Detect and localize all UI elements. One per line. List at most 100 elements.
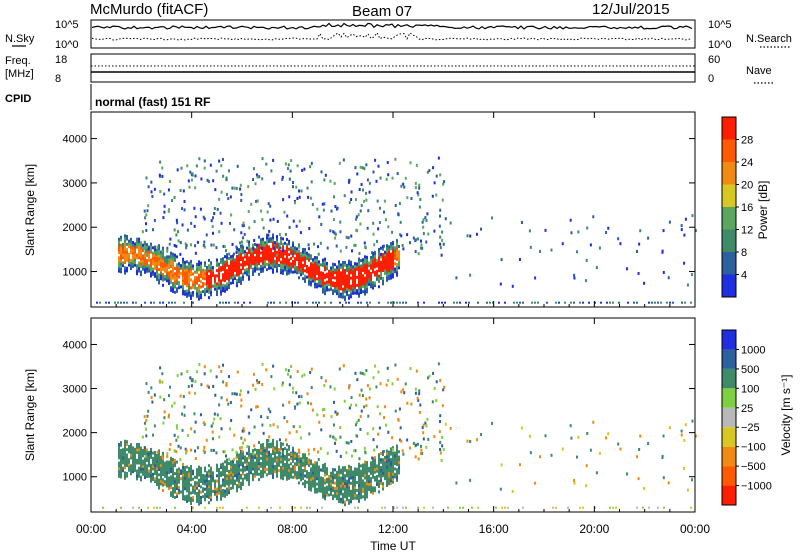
velocity-cell [380,471,382,475]
power-cell [280,249,282,253]
power-cell [118,248,120,252]
velocity-cell [204,479,206,483]
power-cell [428,169,431,173]
velocity-cell [122,450,124,454]
velocity-cell [268,471,270,475]
power-cell [306,257,308,261]
velocity-cell [176,481,178,485]
velocity-cell [282,450,284,454]
velocity-cell [240,455,242,459]
power-cell [336,286,338,290]
velocity-cell [164,480,166,484]
power-cell [354,264,356,268]
velocity-cell [172,468,174,472]
velocity-cell [317,458,320,462]
power-cell [344,268,346,272]
power-cell [270,255,272,259]
velocity-cell [306,470,308,474]
velocity-cell [435,380,438,384]
power-cell [334,289,336,293]
velocity-cell [210,474,212,478]
velocity-cell [154,469,156,473]
velocity-cell [422,423,425,427]
velocity-cell [188,488,190,492]
velocity-cell [387,430,390,434]
velocity-cell [480,433,483,437]
velocity-cell [362,489,364,493]
velocity-cell [354,423,357,427]
power-cell [390,255,392,259]
power-cell [694,229,697,233]
power-cell [366,261,368,265]
velocity-cell [248,451,250,455]
power-cell [168,271,170,275]
velocity-cell [370,461,372,465]
power-cell [339,220,342,224]
velocity-cell [362,468,364,472]
power-cell [386,268,388,272]
velocity-cell [212,384,215,388]
velocity-cell [398,468,400,472]
power-cell [368,277,370,281]
velocity-cell [124,447,126,451]
velocity-cell [394,409,397,413]
power-cell [352,270,354,274]
velocity-cell [124,452,126,456]
velocity-cell [348,472,350,476]
velocity-cell [390,449,392,453]
velocity-cell [174,485,176,489]
velocity-cell [144,449,146,453]
power-cell [324,257,326,261]
power-cell [168,263,170,267]
power-cell [214,279,216,283]
power-cell [342,282,344,286]
power-cell [246,254,248,258]
power-cell [286,269,288,273]
power-cell [158,257,160,261]
power-cell [186,289,188,293]
velocity-cell [166,479,168,483]
power-cell [334,263,336,267]
velocity-cell [154,479,156,483]
velocity-cell [160,455,162,459]
velocity-cell [431,400,434,404]
power-cell [366,287,368,291]
power-cell [577,230,580,234]
power-cell [295,185,298,189]
velocity-cell [386,476,388,480]
power-cell [684,301,686,304]
velocity-cell [238,464,240,468]
velocity-cell [192,496,194,500]
power-cell [124,268,126,272]
velocity-cell [360,409,363,413]
velocity-cell [298,468,300,472]
power-cell [280,265,282,269]
velocity-cell [314,487,316,491]
power-cell [200,285,202,289]
x-tick-label: 04:00 [177,522,207,536]
velocity-cell [368,387,371,391]
velocity-cell [152,475,154,479]
velocity-cell [215,451,218,455]
power-cell [194,174,197,178]
noise-right-tick-bottom: 10^0 [708,39,732,51]
velocity-cell [164,472,166,476]
x-tick-label: 08:00 [277,522,307,536]
power-cell [160,253,162,257]
velocity-cell [142,464,144,468]
velocity-cell [364,492,366,496]
power-cell [240,255,242,259]
velocity-cell [300,465,302,469]
power-cell [432,166,435,170]
power-cell [322,271,324,275]
velocity-cell [242,482,244,486]
power-cell [135,301,137,304]
power-cell [322,208,325,212]
velocity-cell [176,492,178,496]
power-cell [136,269,138,273]
power-cell [296,268,298,272]
power-cell [120,246,122,250]
velocity-cell [406,438,409,442]
power-cell [290,262,292,266]
power-cell [260,251,262,255]
